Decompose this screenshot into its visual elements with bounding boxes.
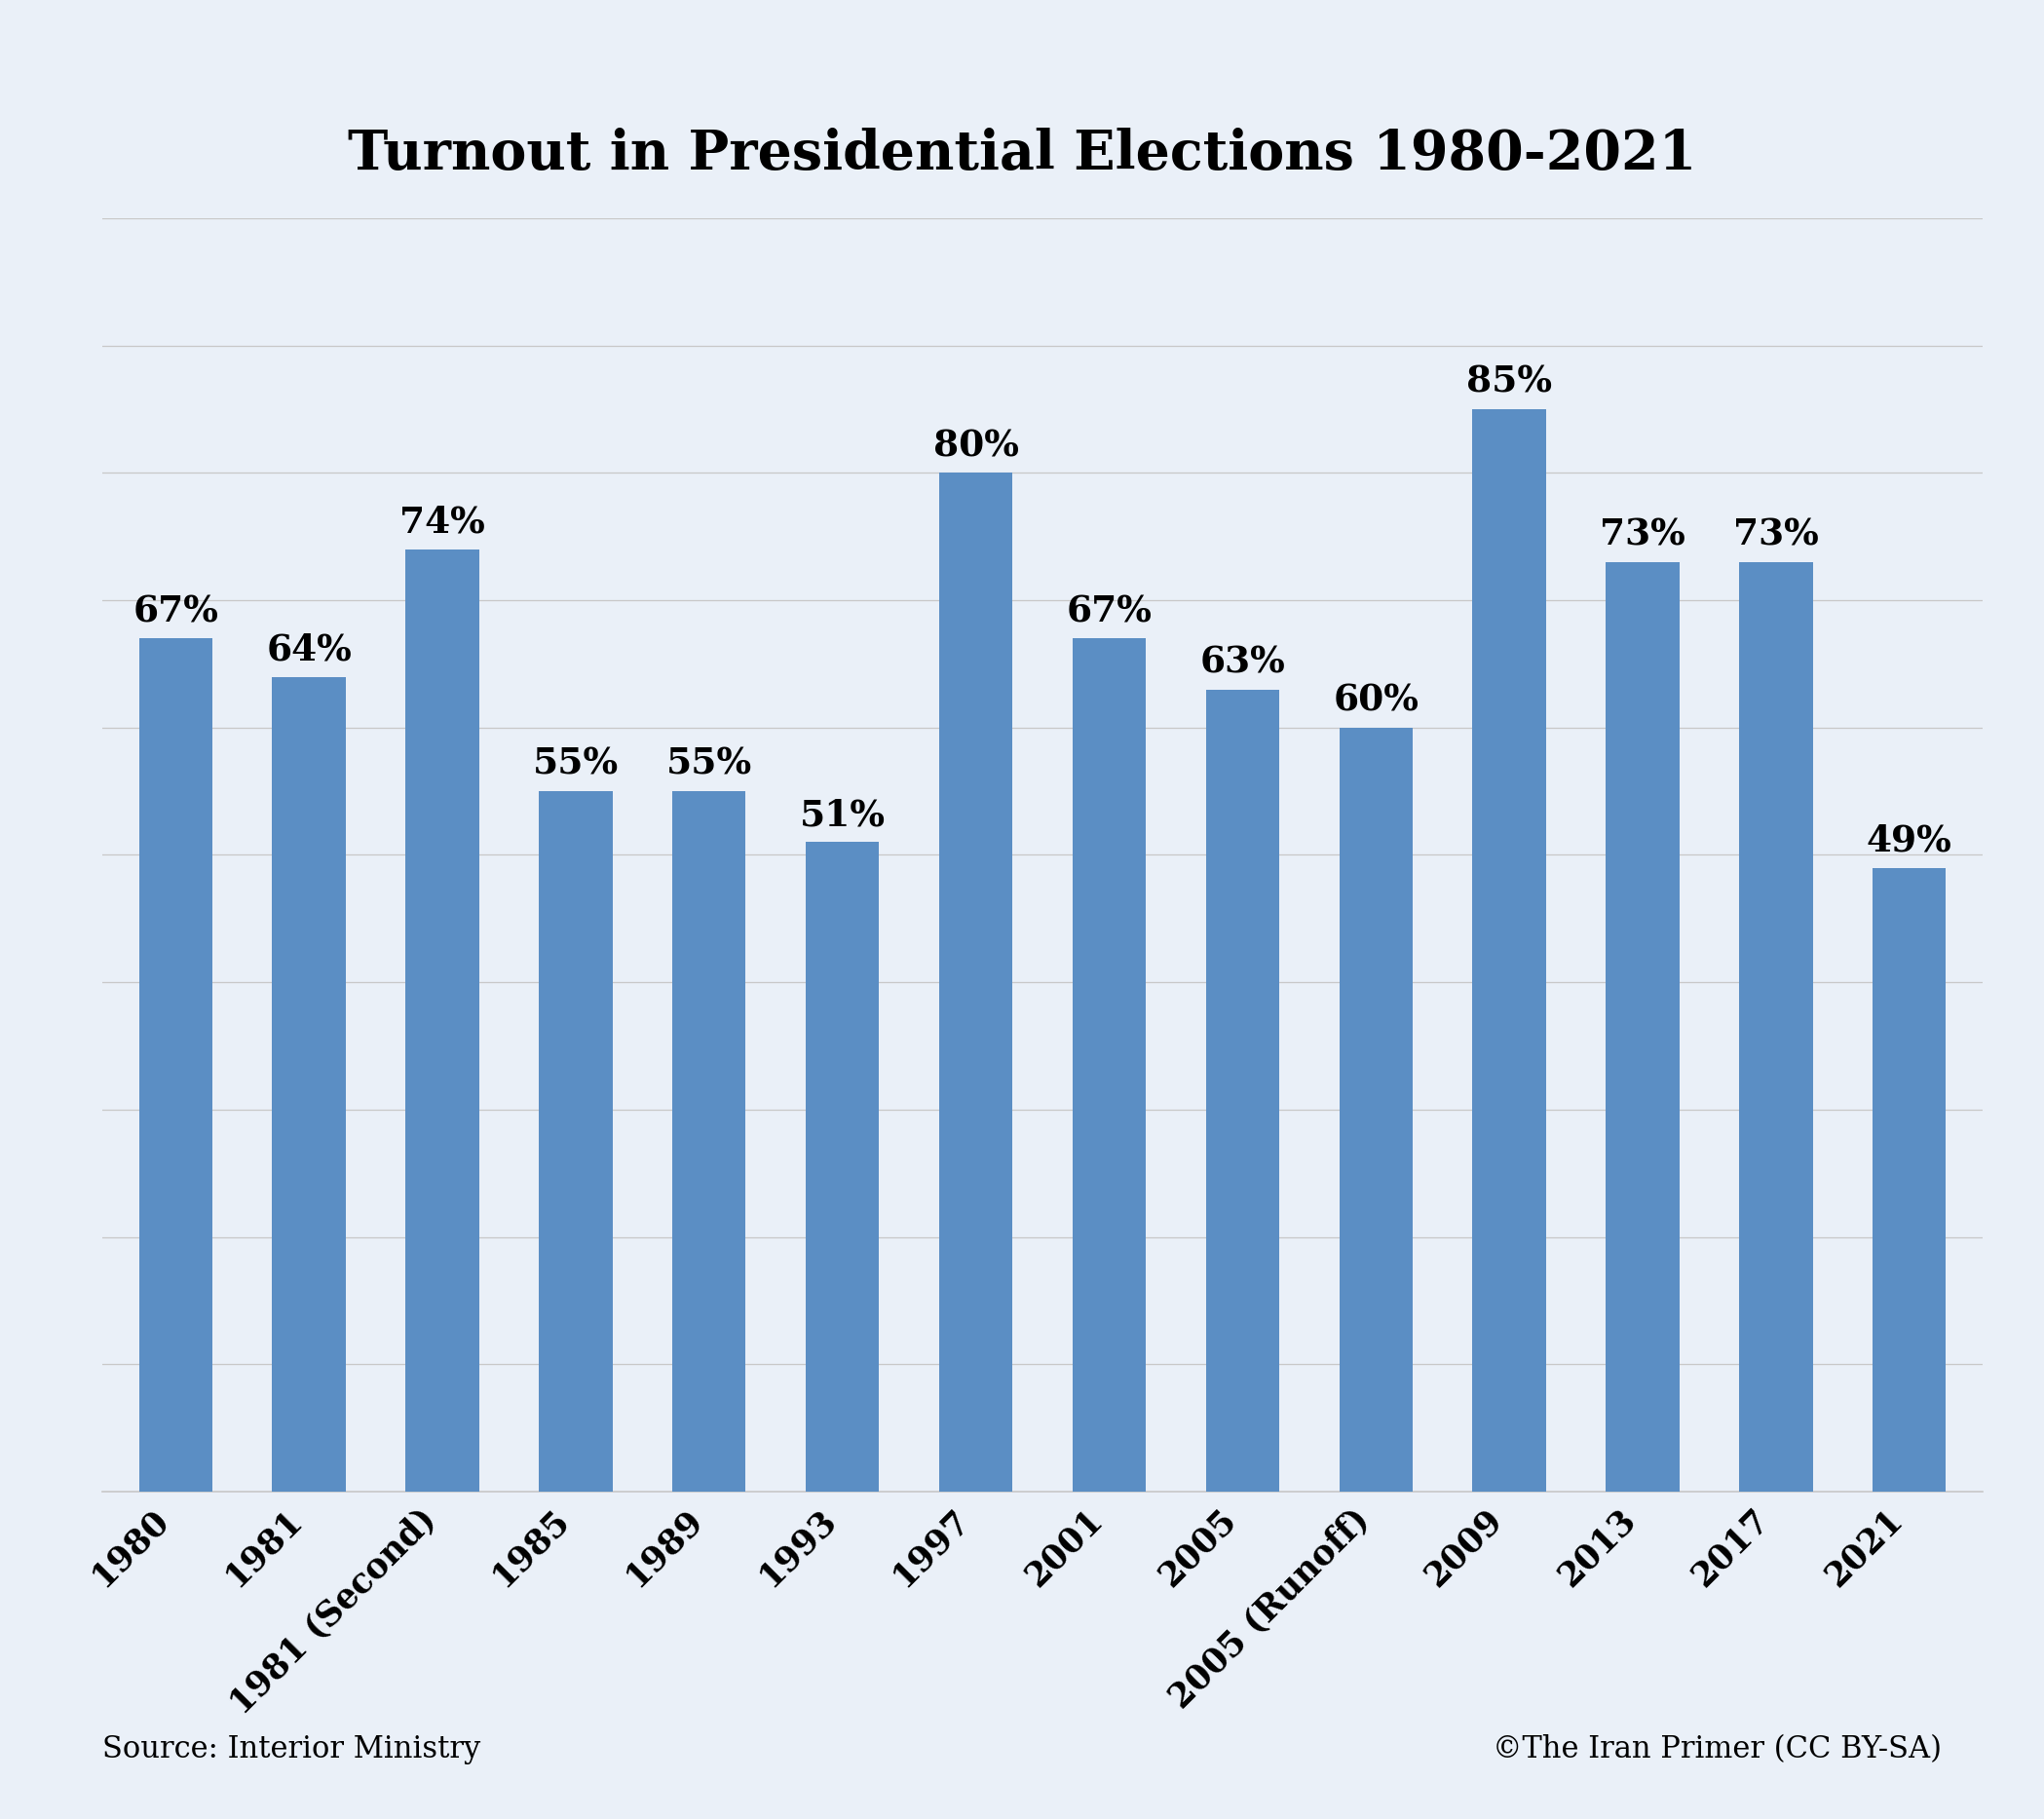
Text: 67%: 67% xyxy=(133,593,219,629)
Bar xyxy=(405,549,478,1492)
Bar xyxy=(1206,689,1280,1492)
Text: 63%: 63% xyxy=(1200,644,1286,680)
Text: 80%: 80% xyxy=(932,427,1018,464)
Text: 60%: 60% xyxy=(1333,682,1419,719)
Text: 73%: 73% xyxy=(1600,517,1686,553)
Text: 49%: 49% xyxy=(1866,822,1952,859)
Bar xyxy=(1472,409,1545,1492)
Bar xyxy=(1739,562,1813,1492)
Bar xyxy=(139,638,213,1492)
Bar xyxy=(1607,562,1680,1492)
Bar xyxy=(672,791,746,1492)
Text: 73%: 73% xyxy=(1733,517,1819,553)
Text: 85%: 85% xyxy=(1466,364,1551,400)
Text: 67%: 67% xyxy=(1067,593,1153,629)
Bar xyxy=(805,842,879,1492)
Bar xyxy=(1872,868,1946,1492)
Bar xyxy=(272,677,345,1492)
Bar xyxy=(540,791,613,1492)
Bar xyxy=(1339,728,1412,1492)
Text: 64%: 64% xyxy=(266,631,352,668)
Text: 55%: 55% xyxy=(666,746,752,782)
Text: Turnout in Presidential Elections 1980-2021: Turnout in Presidential Elections 1980-2… xyxy=(347,127,1697,180)
Text: ©The Iran Primer (CC BY-SA): ©The Iran Primer (CC BY-SA) xyxy=(1492,1734,1942,1764)
Text: Source: Interior Ministry: Source: Interior Ministry xyxy=(102,1734,480,1764)
Bar xyxy=(938,473,1012,1492)
Bar xyxy=(1073,638,1147,1492)
Text: 74%: 74% xyxy=(399,504,484,540)
Text: 51%: 51% xyxy=(799,797,885,833)
Text: 55%: 55% xyxy=(533,746,619,782)
